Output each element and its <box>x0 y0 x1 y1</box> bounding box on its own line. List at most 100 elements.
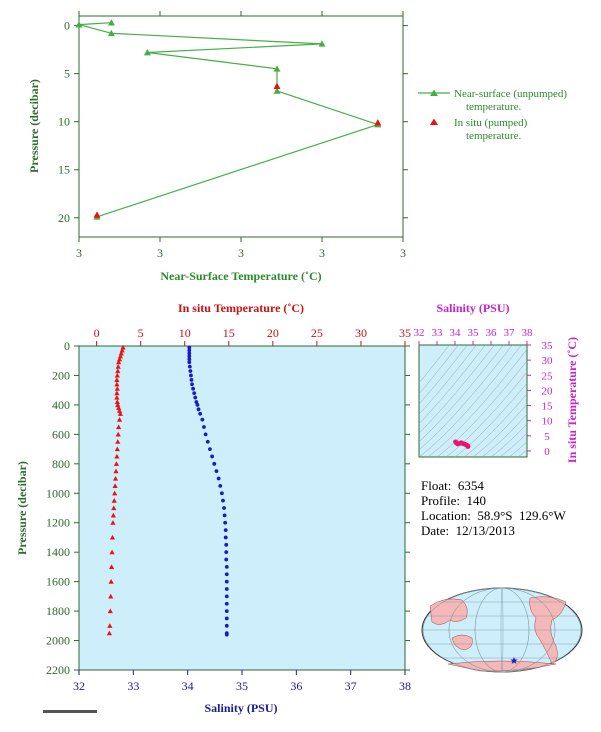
temperature-point <box>116 359 122 365</box>
temperature-point <box>117 353 124 359</box>
ts-density-contour <box>419 345 504 443</box>
temperature-point <box>106 630 112 636</box>
near-surface-point <box>107 19 115 26</box>
profile-ytick-label: 2000 <box>46 634 70 648</box>
temperature-point <box>118 350 124 356</box>
near-surface-xtick-label: 3 <box>157 246 163 260</box>
salinity-point <box>187 360 192 365</box>
ts-density-contour <box>508 441 527 457</box>
stamp-mark <box>43 710 97 713</box>
location-map: ★ <box>421 587 583 673</box>
near-surface-xlabel: Near-Surface Temperature (˚C) <box>160 269 321 283</box>
ts-density-contour <box>427 348 527 457</box>
salinity-point <box>187 345 192 350</box>
profile-temperature-tick-label: 0 <box>94 326 100 340</box>
in-situ-point <box>93 211 101 218</box>
ts-density-contour <box>419 345 522 457</box>
salinity-point <box>224 579 229 584</box>
ts-density-contour <box>454 382 527 457</box>
profile-temperature-tick-label: 10 <box>179 326 191 340</box>
ts-density-contour <box>419 345 495 434</box>
profile-plot-background <box>78 345 406 671</box>
salinity-point <box>224 572 229 577</box>
in-situ-point <box>273 82 281 89</box>
salinity-point <box>191 386 196 391</box>
float-location-star-icon: ★ <box>510 656 519 667</box>
near-surface-xtick-label: 3 <box>319 246 325 260</box>
temperature-point <box>112 483 118 488</box>
near-surface-point <box>107 29 115 37</box>
legend-in-situ-marker <box>430 118 438 125</box>
salinity-point <box>224 565 229 569</box>
temperature-point <box>111 505 117 511</box>
ts-ytick-label: 20 <box>542 385 554 397</box>
salinity-point <box>221 498 225 503</box>
legend-near-surface-label-l2: temperature. <box>466 101 522 113</box>
temperature-point <box>115 439 121 444</box>
temperature-point <box>116 417 123 422</box>
map-land-asia <box>429 598 468 625</box>
float-id: Float: 6354 <box>421 478 484 493</box>
temperature-point <box>120 344 126 350</box>
ts-point <box>465 444 471 449</box>
legend-in-situ-label-l1: In situ (pumped) <box>454 117 528 129</box>
temperature-point <box>107 608 113 614</box>
temperature-point <box>114 386 120 391</box>
temperature-point <box>115 431 121 437</box>
ts-ytick-label: 25 <box>542 370 554 382</box>
salinity-point <box>202 425 206 429</box>
temperature-point <box>114 372 120 378</box>
near-surface-ytick-label: 15 <box>58 163 70 177</box>
temperature-point <box>115 364 121 369</box>
ts-xtick-label: 38 <box>522 327 534 339</box>
profile-salinity-tick-label: 32 <box>73 679 85 693</box>
map-land-australia <box>451 634 473 651</box>
profile-ytick-label: 1600 <box>46 575 70 589</box>
ts-density-contour <box>419 345 459 395</box>
salinity-point <box>192 391 197 396</box>
salinity-point <box>190 382 194 387</box>
ts-density-contour <box>419 345 486 425</box>
near-surface-plot-frame <box>78 15 404 238</box>
salinity-point <box>187 354 192 359</box>
in-situ-point <box>374 119 382 126</box>
near-surface-point <box>273 87 281 94</box>
float-info-panel: Float: 6354 Profile: 140 Location: 58.9°… <box>421 478 566 538</box>
legend-near-surface-label-l1: Near-surface (unpumped) <box>454 88 567 100</box>
ts-ytick-label: 30 <box>542 355 554 367</box>
ts-density-contour <box>419 345 468 405</box>
profile-ytick-label: 1200 <box>46 516 70 530</box>
legend-in-situ-label: In situ (pumped) temperature. <box>454 117 528 142</box>
salinity-point <box>187 357 192 362</box>
salinity-point <box>189 373 193 378</box>
temperature-point <box>112 475 119 481</box>
profile-temperature-tick-label: 15 <box>223 326 235 340</box>
profile-salinity-tick-label: 37 <box>345 679 357 693</box>
legend-near-surface-marker <box>430 89 438 96</box>
temperature-point <box>113 468 119 474</box>
salinity-point <box>203 432 208 437</box>
temperature-point <box>114 394 120 400</box>
salinity-point <box>208 447 212 451</box>
ts-density-contour <box>419 345 477 415</box>
salinity-point <box>212 461 217 466</box>
profile-ytick-label: 400 <box>52 398 70 412</box>
temperature-point <box>116 424 122 430</box>
near-surface-xtick-label: 3 <box>76 246 82 260</box>
salinity-point <box>198 411 203 416</box>
profile-ytick-label: 1400 <box>46 545 70 559</box>
ts-xtick-label: 36 <box>486 327 498 339</box>
salinity-point <box>223 528 228 532</box>
temperature-point <box>116 356 123 362</box>
map-land-america <box>529 596 567 665</box>
profile-date: Date: 12/13/2013 <box>421 523 515 538</box>
temperature-point <box>109 534 116 540</box>
near-surface-point <box>318 40 326 47</box>
near-surface-ylabel: Pressure (decibar) <box>27 79 41 173</box>
ts-ytick-label: 10 <box>542 416 554 428</box>
temperature-point <box>109 549 115 555</box>
salinity-point <box>223 520 228 525</box>
temperature-point <box>110 520 116 525</box>
temperature-point <box>111 498 117 503</box>
